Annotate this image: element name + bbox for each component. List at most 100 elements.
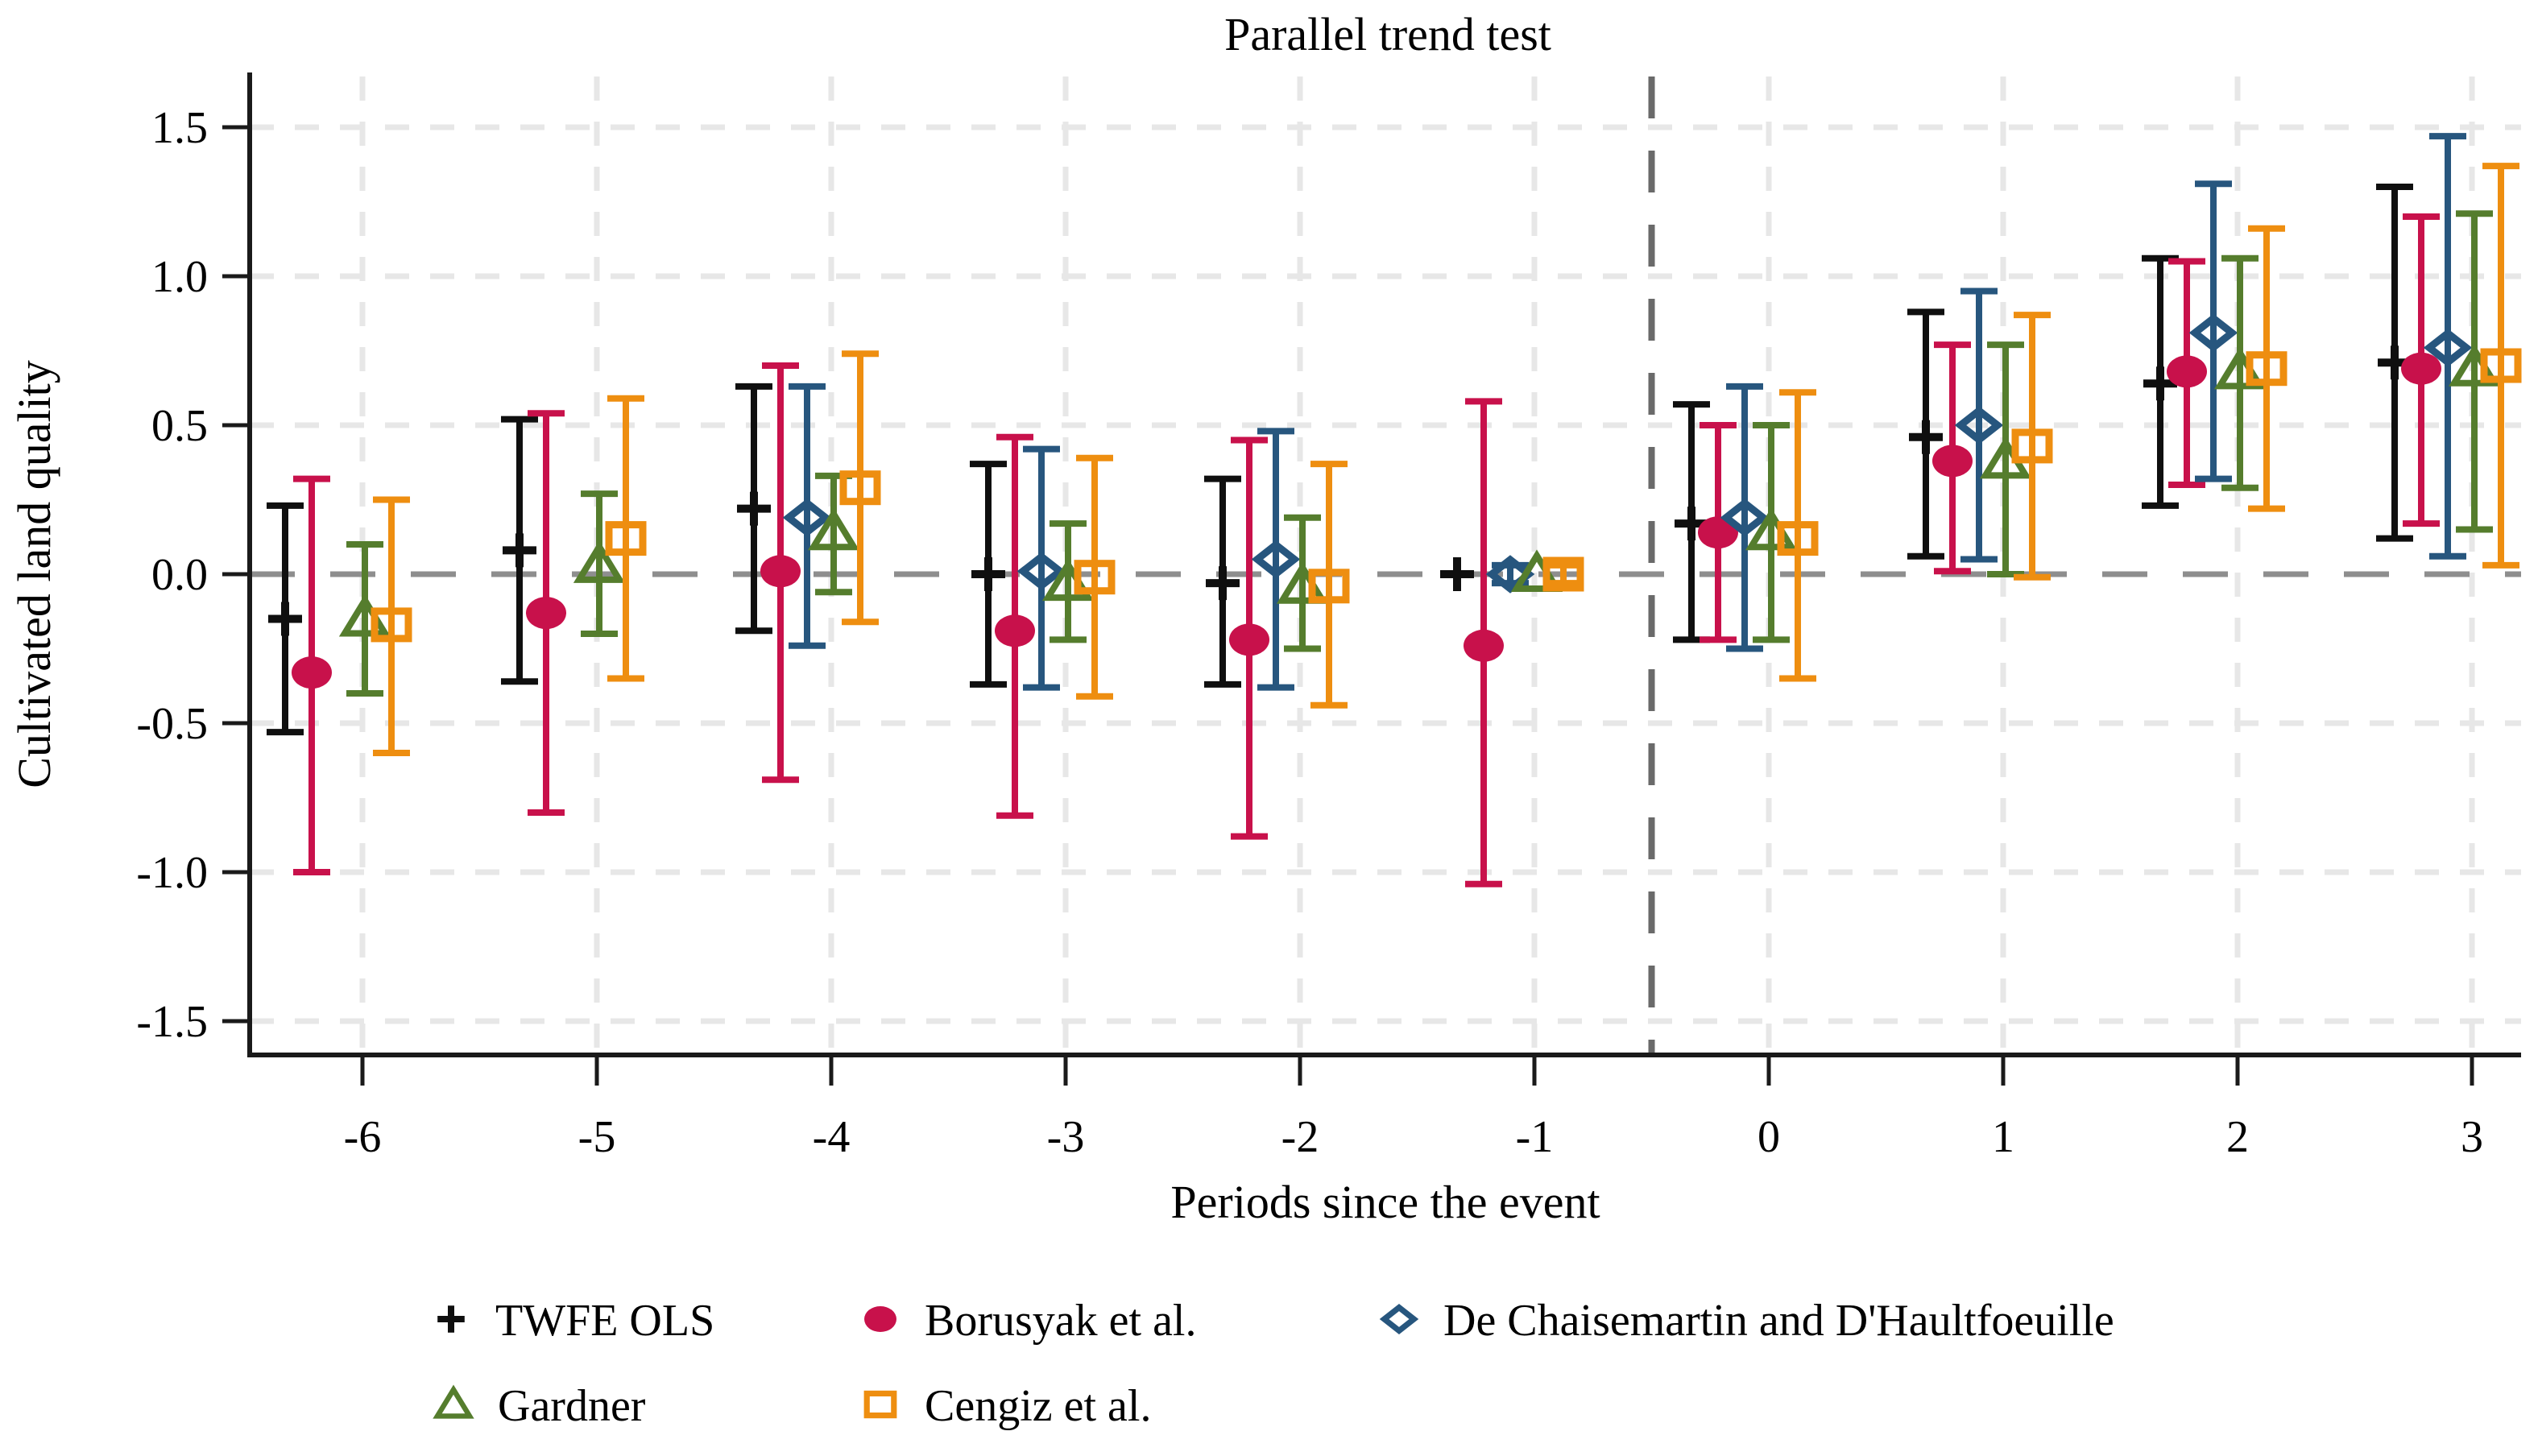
errorbar-p-2 [1257, 428, 1294, 691]
errorbar-p-2 [1284, 514, 1321, 652]
square-marker-icon [605, 521, 647, 556]
marker-p-2 [1308, 569, 1350, 604]
diamond-marker-icon [1251, 540, 1301, 579]
marker-p1 [2011, 428, 2053, 464]
marker-p-2 [1251, 540, 1301, 579]
plus-marker-icon [503, 533, 536, 568]
x-tick-label: -1 [1516, 1112, 1554, 1162]
plus-marker-icon [1909, 420, 1943, 454]
errorbar-p0 [1753, 422, 1790, 643]
series-de-chaisemartin-and-d-haultfoeuille [782, 133, 2473, 691]
errorbar-p-2 [1310, 461, 1348, 709]
marker-p2 [2246, 351, 2288, 387]
diamond-marker-icon [1485, 555, 1535, 594]
series-twfe-ols [267, 184, 2413, 736]
chart-title: Parallel trend test [1224, 8, 1551, 60]
y-tick-label: -1.0 [136, 848, 208, 898]
marker-p-4 [782, 498, 832, 537]
triangle-marker-icon [573, 540, 626, 583]
legend-marker [863, 1390, 897, 1419]
marker-p-5 [605, 521, 647, 556]
marker-p-6 [292, 656, 332, 689]
circle-marker-icon [1464, 629, 1504, 662]
marker-p-1 [1542, 556, 1584, 592]
square-marker-icon [1074, 560, 1116, 595]
marker-p1 [1954, 406, 2004, 445]
circle-marker-icon [760, 555, 801, 588]
square-marker-icon [371, 607, 412, 643]
marker-p-2 [1206, 566, 1240, 601]
marker-p-2 [1229, 623, 1269, 656]
marker-p3 [2480, 348, 2522, 383]
legend-entry-de-chaisemartin-and-d-haultfoeuille: De Chaisemartin and D'Haultfoeuille [1379, 1296, 2114, 1346]
reference-lines [250, 77, 2521, 1055]
circle-marker-icon [1932, 445, 1973, 478]
marker-p-5 [526, 597, 566, 630]
legend-marker [433, 1384, 474, 1419]
marker-p-3 [1074, 560, 1116, 595]
marker-p3 [2401, 352, 2441, 385]
y-tick-label: 0.5 [151, 401, 208, 451]
marker-p-3 [1016, 552, 1066, 591]
diamond-marker-icon [1016, 552, 1066, 591]
errorbar-p2 [2195, 180, 2232, 482]
tick-labels: 1.5 1.0 0.5 0.0 -0.5 -1.0 -1.5 -6 -5 -4 -3 -2 -1 0 1 2 3 [136, 103, 2483, 1162]
marker-p-6 [371, 607, 412, 643]
marker-p-6 [268, 602, 302, 636]
series-borusyak-et-al- [292, 213, 2441, 887]
axes [222, 72, 2521, 1086]
marker-p3 [2423, 329, 2473, 367]
square-marker-icon [1308, 569, 1350, 604]
plus-marker-icon [2143, 366, 2177, 401]
errorbar-p-5 [581, 490, 618, 637]
diamond-marker-icon [1720, 498, 1770, 537]
square-marker-icon [1777, 521, 1819, 556]
x-tick-label: 0 [1758, 1112, 1780, 1162]
circle-marker-icon [1229, 623, 1269, 656]
diamond-marker-icon [2423, 329, 2473, 367]
marker-p2 [2143, 366, 2177, 401]
legend-label: Cengiz et al. [925, 1381, 1151, 1431]
errorbar-p3 [2429, 133, 2466, 560]
marker-p-5 [573, 540, 626, 583]
plus-legend-icon [437, 1305, 465, 1333]
legend-label: De Chaisemartin and D'Haultfoeuille [1443, 1296, 2114, 1346]
legend-marker [864, 1306, 896, 1332]
x-tick-label: 3 [2461, 1112, 2483, 1162]
marker-p0 [1698, 516, 1738, 549]
square-marker-icon [839, 470, 881, 506]
circle-marker-icon [1698, 516, 1738, 549]
y-tick-label: -1.5 [136, 997, 208, 1047]
legend-label: Gardner [498, 1381, 646, 1431]
plus-marker-icon [437, 1305, 465, 1333]
triangle-marker-icon [433, 1384, 474, 1419]
circle-marker-icon [2167, 355, 2207, 388]
diamond-marker-icon [1379, 1304, 1419, 1334]
plus-marker-icon [1206, 566, 1240, 601]
legend-entry-gardner: Gardner [433, 1381, 646, 1431]
triangle-marker-icon [807, 507, 860, 551]
y-axis-title: Cultivated land quality [8, 360, 60, 788]
circle-marker-icon [526, 597, 566, 630]
plus-marker-icon [737, 491, 771, 526]
diamond-marker-icon [1954, 406, 2004, 445]
errorbar-p1 [2014, 312, 2051, 581]
square-marker-icon [863, 1390, 897, 1419]
errorbar-p0 [1726, 383, 1763, 652]
errorbar-p2 [2221, 254, 2259, 491]
triangle-legend-icon [433, 1384, 474, 1419]
square-marker-icon [2480, 348, 2522, 383]
errorbar-p-4 [789, 383, 826, 649]
errorbar-p-6 [373, 496, 410, 756]
square-marker-icon [2246, 351, 2288, 387]
legend: TWFE OLS Borusyak et al. De Chaisemartin a… [433, 1296, 2114, 1431]
plus-marker-icon [268, 602, 302, 636]
errorbar-p-5 [607, 395, 644, 682]
y-tick-label: 0.0 [151, 550, 208, 600]
marker-p-4 [839, 470, 881, 506]
diamond-marker-icon [782, 498, 832, 537]
errorbar-p0 [1779, 389, 1816, 682]
legend-entry-twfe-ols: TWFE OLS [437, 1296, 714, 1346]
